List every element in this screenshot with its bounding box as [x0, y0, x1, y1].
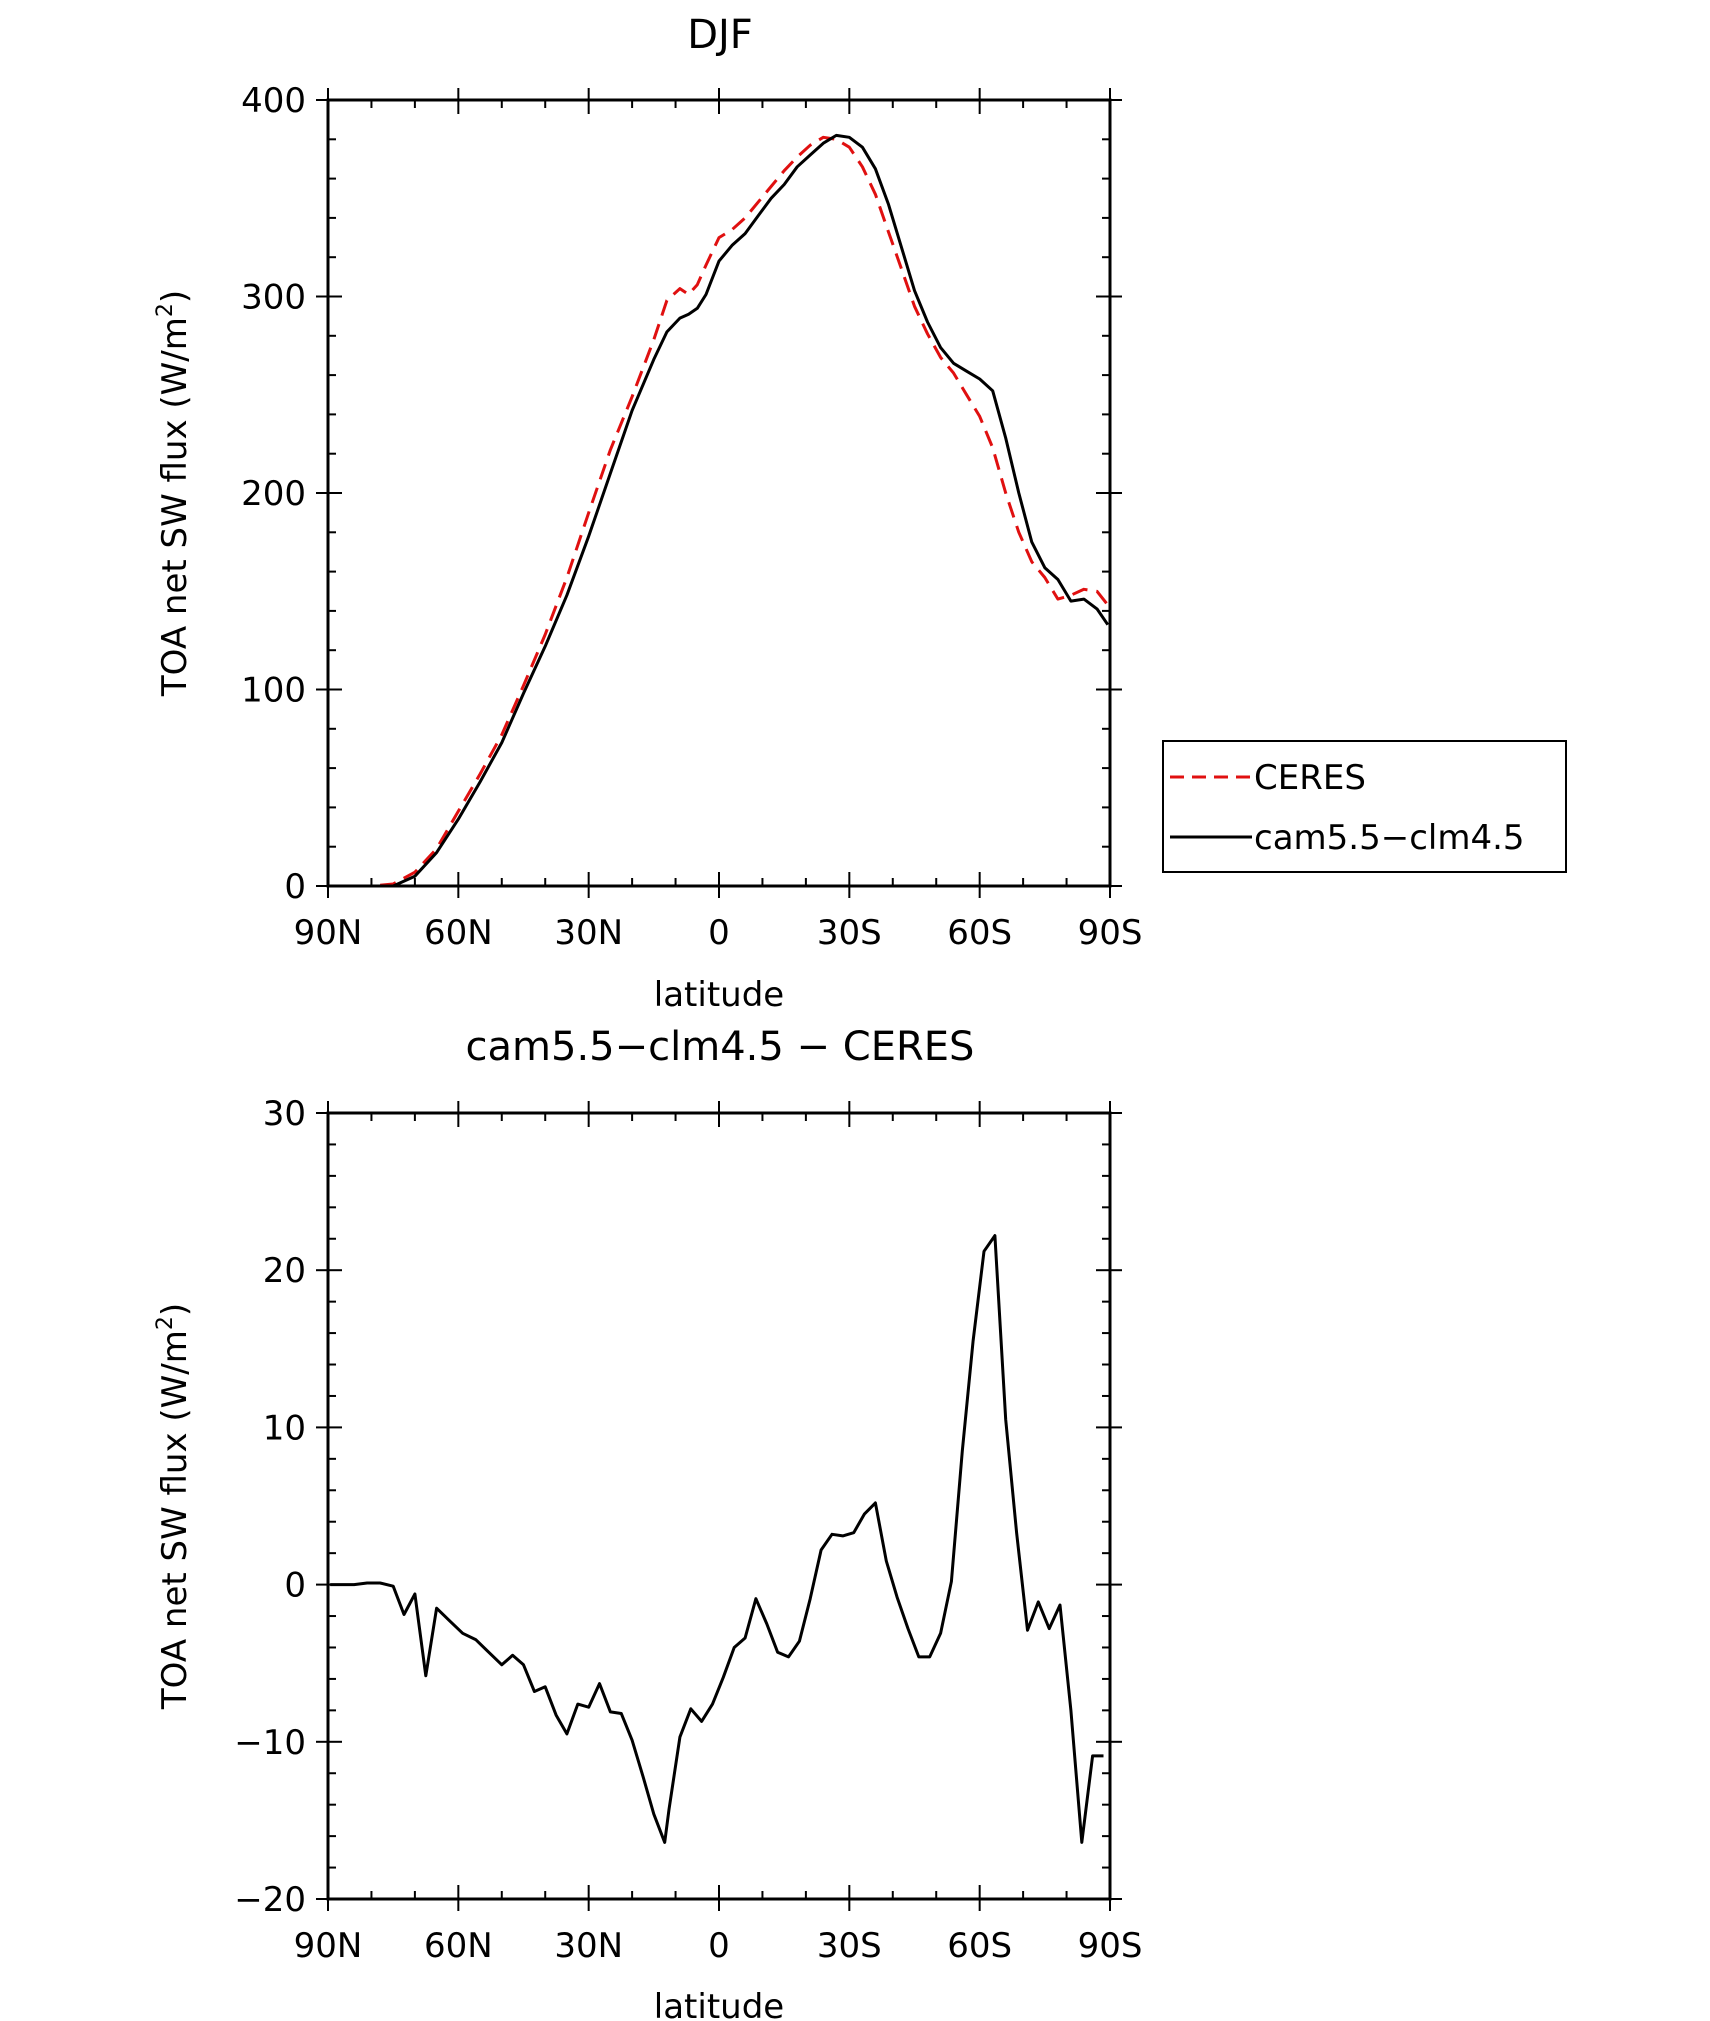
- chart-title: cam5.5−clm4.5 − CERES: [466, 1024, 975, 1070]
- y-tick-label: 300: [241, 278, 306, 318]
- y-tick-label: 0: [284, 867, 306, 907]
- x-tick-label: 90S: [1078, 1926, 1143, 1966]
- x-tick-label: 60S: [947, 1926, 1012, 1966]
- y-tick-label: −10: [234, 1723, 306, 1763]
- x-tick-labels: 90N 60N 30N 0 30S 60S 90S: [294, 913, 1143, 953]
- legend-label-cam: cam5.5−clm4.5: [1254, 818, 1525, 858]
- y-axis-label: TOA net SW flux (W/m2): [153, 290, 195, 697]
- x-tick-label: 30N: [554, 1926, 623, 1966]
- x-tick-label: 60N: [424, 913, 493, 953]
- x-axis-label: latitude: [654, 975, 784, 1015]
- x-axis-label: latitude: [654, 1987, 784, 2021]
- series-line-cam: [330, 133, 1110, 888]
- x-tick-label: 0: [708, 1926, 730, 1966]
- y-axis-label-close: ): [155, 290, 195, 303]
- y-tick-label: 10: [263, 1408, 306, 1448]
- x-tick-labels: 90N 60N 30N 0 30S 60S 90S: [294, 1926, 1143, 1966]
- legend: CERES cam5.5−clm4.5: [1162, 740, 1567, 873]
- y-tick-label: 20: [263, 1251, 306, 1291]
- x-tick-label: 90N: [294, 1926, 363, 1966]
- x-tick-label: 30S: [817, 913, 882, 953]
- y-tick-label: 400: [241, 81, 306, 121]
- legend-label-ceres: CERES: [1254, 758, 1366, 798]
- x-tick-label: 60N: [424, 1926, 493, 1966]
- series-line-ceres: [330, 135, 1109, 888]
- series-line-difference: [330, 1234, 1104, 1844]
- y-axis-label-close: ): [155, 1303, 195, 1316]
- x-tick-label: 30N: [554, 913, 623, 953]
- y-tick-label: 30: [263, 1094, 306, 1134]
- chart-title: DJF: [687, 12, 753, 58]
- y-axis-label: TOA net SW flux (W/m2): [153, 1303, 195, 1710]
- tick-marks: [316, 88, 1122, 898]
- x-tick-label: 0: [708, 913, 730, 953]
- legend-box: [1162, 740, 1567, 873]
- y-tick-label: 200: [241, 474, 306, 514]
- plot-frame: [326, 98, 1112, 888]
- y-tick-labels: −20 −10 0 10 20 30: [234, 1094, 306, 1920]
- x-tick-label: 90N: [294, 913, 363, 953]
- series-lines: [330, 133, 1110, 888]
- y-tick-labels: 0 100 200 300 400: [241, 81, 306, 907]
- y-tick-label: 0: [284, 1566, 306, 1606]
- y-tick-label: 100: [241, 671, 306, 711]
- x-tick-label: 30S: [817, 1926, 882, 1966]
- y-axis-label-sup: 2: [153, 1316, 178, 1330]
- plot-frame: [326, 1111, 1112, 1901]
- panel-djf: DJF 90N 60N 30N 0 30S 60S 90S 0 100 200 300 400 la…: [153, 12, 1567, 1015]
- y-axis-label-main: TOA net SW flux (W/m: [155, 1330, 195, 1710]
- series-lines: [330, 1234, 1104, 1844]
- x-tick-label: 60S: [947, 913, 1012, 953]
- tick-marks: [316, 1101, 1122, 1911]
- y-axis-label-main: TOA net SW flux (W/m: [155, 317, 195, 697]
- x-tick-label: 90S: [1078, 913, 1143, 953]
- panel-difference: cam5.5−clm4.5 − CERES 90N 60N 30N 0 30S 60S 90…: [153, 1024, 1142, 2021]
- y-tick-label: −20: [234, 1880, 306, 1920]
- y-axis-label-sup: 2: [153, 303, 178, 317]
